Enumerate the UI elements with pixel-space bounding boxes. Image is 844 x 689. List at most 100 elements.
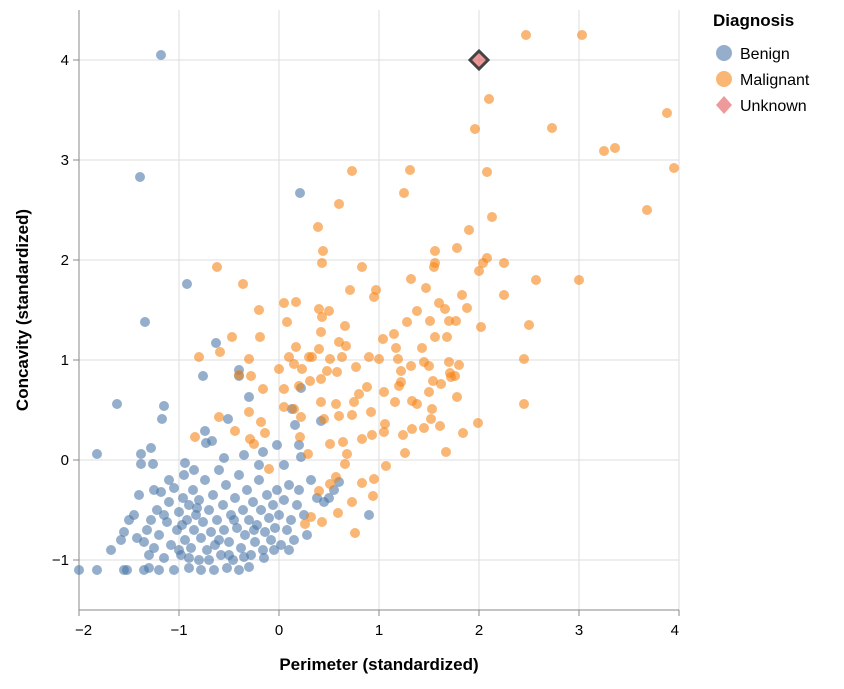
data-point-malignant[interactable]	[362, 382, 372, 392]
data-point-malignant[interactable]	[374, 354, 384, 364]
data-point-malignant[interactable]	[333, 508, 343, 518]
data-point-benign[interactable]	[177, 520, 187, 530]
data-point-benign[interactable]	[116, 535, 126, 545]
data-point-benign[interactable]	[149, 543, 159, 553]
data-point-malignant[interactable]	[331, 399, 341, 409]
data-point-malignant[interactable]	[249, 439, 259, 449]
data-point-benign[interactable]	[92, 565, 102, 575]
data-point-malignant[interactable]	[519, 354, 529, 364]
data-point-unknown[interactable]	[467, 48, 491, 72]
data-point-malignant[interactable]	[610, 143, 620, 153]
data-point-benign[interactable]	[152, 505, 162, 515]
data-point-malignant[interactable]	[334, 411, 344, 421]
data-point-benign[interactable]	[295, 188, 305, 198]
data-point-malignant[interactable]	[296, 412, 306, 422]
data-point-malignant[interactable]	[436, 379, 446, 389]
data-point-malignant[interactable]	[274, 364, 284, 374]
legend-item-benign[interactable]: Benign	[716, 45, 790, 63]
data-point-malignant[interactable]	[303, 449, 313, 459]
data-point-malignant[interactable]	[394, 381, 404, 391]
data-point-malignant[interactable]	[282, 317, 292, 327]
data-point-benign[interactable]	[222, 563, 232, 573]
data-point-benign[interactable]	[132, 533, 142, 543]
data-point-malignant[interactable]	[391, 343, 401, 353]
data-point-benign[interactable]	[144, 563, 154, 573]
data-point-malignant[interactable]	[313, 222, 323, 232]
data-point-benign[interactable]	[196, 565, 206, 575]
data-point-benign[interactable]	[184, 500, 194, 510]
data-point-benign[interactable]	[209, 565, 219, 575]
data-point-benign[interactable]	[166, 540, 176, 550]
data-point-malignant[interactable]	[215, 347, 225, 357]
data-point-malignant[interactable]	[369, 292, 379, 302]
data-point-malignant[interactable]	[464, 225, 474, 235]
data-point-benign[interactable]	[122, 565, 132, 575]
data-point-malignant[interactable]	[425, 316, 435, 326]
data-point-benign[interactable]	[234, 470, 244, 480]
data-point-benign[interactable]	[136, 459, 146, 469]
data-point-benign[interactable]	[204, 555, 214, 565]
data-point-malignant[interactable]	[331, 472, 341, 482]
data-point-malignant[interactable]	[314, 486, 324, 496]
data-point-malignant[interactable]	[317, 517, 327, 527]
data-point-malignant[interactable]	[407, 424, 417, 434]
data-point-benign[interactable]	[148, 459, 158, 469]
data-point-malignant[interactable]	[499, 258, 509, 268]
data-point-malignant[interactable]	[324, 306, 334, 316]
data-point-benign[interactable]	[254, 460, 264, 470]
data-point-malignant[interactable]	[230, 426, 240, 436]
data-point-malignant[interactable]	[357, 434, 367, 444]
data-point-malignant[interactable]	[279, 384, 289, 394]
data-point-benign[interactable]	[254, 475, 264, 485]
data-point-malignant[interactable]	[316, 374, 326, 384]
data-point-benign[interactable]	[179, 470, 189, 480]
data-point-malignant[interactable]	[350, 528, 360, 538]
data-point-benign[interactable]	[134, 490, 144, 500]
data-point-benign[interactable]	[250, 537, 260, 547]
data-point-malignant[interactable]	[212, 262, 222, 272]
data-point-benign[interactable]	[284, 480, 294, 490]
data-point-malignant[interactable]	[417, 343, 427, 353]
data-point-benign[interactable]	[200, 426, 210, 436]
data-point-benign[interactable]	[180, 535, 190, 545]
data-point-malignant[interactable]	[194, 352, 204, 362]
data-point-benign[interactable]	[244, 515, 254, 525]
data-point-malignant[interactable]	[338, 437, 348, 447]
data-point-benign[interactable]	[146, 515, 156, 525]
data-point-benign[interactable]	[302, 530, 312, 540]
data-point-malignant[interactable]	[435, 421, 445, 431]
data-point-benign[interactable]	[229, 515, 239, 525]
data-point-malignant[interactable]	[380, 419, 390, 429]
data-point-malignant[interactable]	[325, 439, 335, 449]
data-point-benign[interactable]	[279, 460, 289, 470]
data-point-benign[interactable]	[276, 540, 286, 550]
data-point-benign[interactable]	[192, 503, 202, 513]
data-point-benign[interactable]	[279, 495, 289, 505]
data-point-benign[interactable]	[216, 550, 226, 560]
data-point-malignant[interactable]	[547, 123, 557, 133]
data-point-benign[interactable]	[221, 480, 231, 490]
data-point-benign[interactable]	[164, 475, 174, 485]
data-point-malignant[interactable]	[390, 397, 400, 407]
data-point-malignant[interactable]	[399, 188, 409, 198]
data-point-malignant[interactable]	[347, 166, 357, 176]
data-point-malignant[interactable]	[318, 246, 328, 256]
data-point-malignant[interactable]	[244, 354, 254, 364]
data-point-benign[interactable]	[154, 530, 164, 540]
data-point-malignant[interactable]	[396, 366, 406, 376]
data-point-benign[interactable]	[214, 535, 224, 545]
data-point-malignant[interactable]	[406, 361, 416, 371]
legend-item-malignant[interactable]: Malignant	[716, 71, 810, 89]
data-point-malignant[interactable]	[314, 304, 324, 314]
data-point-malignant[interactable]	[347, 497, 357, 507]
data-point-benign[interactable]	[282, 525, 292, 535]
data-point-malignant[interactable]	[452, 243, 462, 253]
data-point-malignant[interactable]	[574, 275, 584, 285]
data-point-malignant[interactable]	[458, 428, 468, 438]
data-point-benign[interactable]	[224, 537, 234, 547]
data-point-benign[interactable]	[274, 510, 284, 520]
data-point-malignant[interactable]	[347, 410, 357, 420]
data-point-benign[interactable]	[224, 550, 234, 560]
data-point-benign[interactable]	[186, 543, 196, 553]
data-point-malignant[interactable]	[332, 367, 342, 377]
